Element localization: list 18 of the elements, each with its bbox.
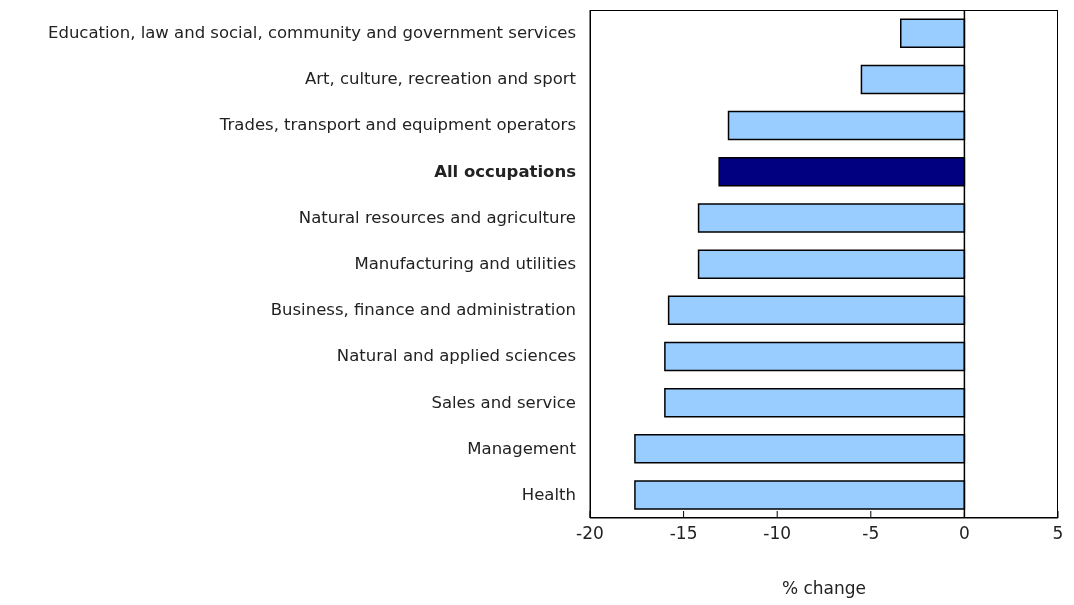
x-tick-label: -20	[576, 523, 604, 544]
y-tick-label: Sales and service	[431, 392, 576, 412]
x-tick-label: -10	[763, 523, 792, 544]
y-tick-label: Management	[467, 438, 577, 458]
y-tick-label: Natural resources and agriculture	[298, 207, 576, 227]
x-tick-label: -5	[862, 523, 880, 544]
x-tick-label: 5	[1052, 523, 1064, 544]
y-tick-label: Health	[521, 484, 576, 504]
x-tick-label: -15	[669, 523, 698, 544]
y-tick-label: All occupations	[434, 161, 577, 181]
y-tick-label: Art, culture, recreation and sport	[304, 69, 577, 89]
y-tick-label: Education, law and social, community and government services	[48, 23, 576, 43]
y-tick-label: Business, finance and administration	[270, 300, 576, 320]
y-tick-label: Natural and applied sciences	[336, 346, 576, 366]
y-tick-label: Trades, transport and equipment operators	[218, 115, 576, 135]
y-tick-label: Manufacturing and utilities	[354, 254, 576, 273]
x-axis-title: % change	[781, 578, 867, 598]
x-tick-label: 0	[958, 523, 970, 544]
